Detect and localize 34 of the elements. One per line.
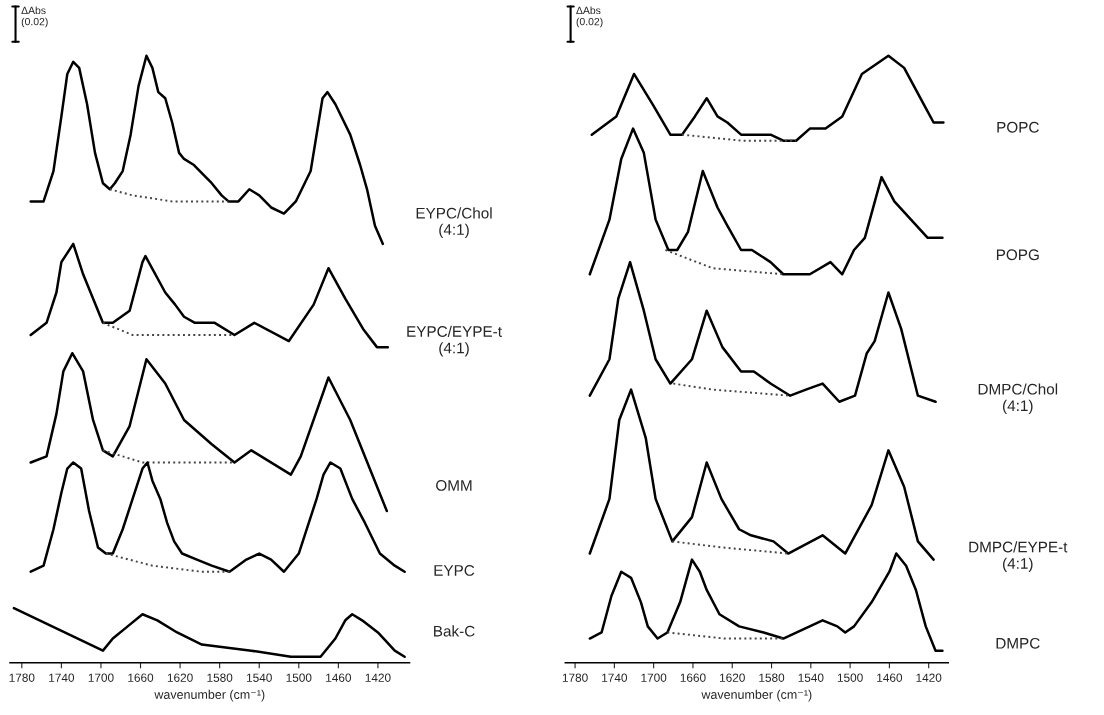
- x-tick-label: 1580: [759, 673, 785, 682]
- x-tick-label: 1420: [365, 673, 391, 682]
- x-tick-label: 1540: [798, 673, 824, 682]
- x-tick-label: 1580: [207, 673, 233, 682]
- text: OMM: [436, 480, 472, 491]
- x-tick-label: 1660: [128, 673, 154, 682]
- x-tick-label: 1460: [877, 673, 903, 682]
- x-tick-label: 1740: [602, 673, 628, 682]
- x-axis-title: wavenumber (cm⁻¹): [154, 689, 265, 702]
- text: ΔAbs (0.02): [576, 6, 603, 28]
- series-label: EYPC/EYPE-t (4:1): [407, 325, 502, 357]
- x-tick-label: 1740: [49, 673, 75, 682]
- x-tick-label: 1540: [246, 673, 272, 682]
- x-tick-label: 1500: [286, 673, 312, 682]
- text: EYPC/Chol (4:1): [416, 207, 492, 239]
- text: DMPC: [996, 637, 1040, 649]
- text: Bak-C: [434, 625, 475, 637]
- x-tick-label: 1660: [680, 673, 706, 682]
- text: ΔAbs (0.02): [21, 6, 48, 28]
- text: DMPC/Chol (4:1): [978, 383, 1058, 415]
- text: POPG: [996, 249, 1039, 261]
- x-tick-label: 1700: [88, 673, 114, 682]
- text: POPC: [997, 121, 1039, 133]
- x-tick-label: 1460: [326, 673, 352, 682]
- x-axis-title: wavenumber (cm⁻¹): [701, 689, 812, 702]
- x-tick-label: 1420: [916, 673, 942, 682]
- x-tick-label: 1500: [837, 673, 863, 682]
- x-tick-label: 1780: [562, 673, 588, 682]
- x-tick-label: 1780: [9, 673, 35, 682]
- x-tick-label: 1700: [641, 673, 667, 682]
- x-tick-label: 1620: [167, 673, 193, 682]
- text: DMPC/EYPE-t (4:1): [969, 541, 1068, 572]
- x-tick-label: 1620: [720, 673, 745, 682]
- series-label: EYPC: [434, 565, 475, 576]
